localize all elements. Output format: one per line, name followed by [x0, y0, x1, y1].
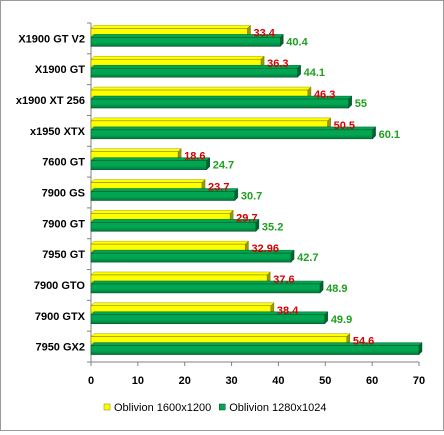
bar-7900-gto-series-2-end — [319, 280, 324, 294]
value-label-7950-gt-series-2: 42.7 — [297, 252, 318, 264]
category-label-7950-gx2: 7950 GX2 — [35, 342, 85, 354]
bar-7950-gt-series-1-top — [90, 240, 249, 245]
bar-7600-gt-series-2-end — [206, 157, 210, 171]
bar-7900-gtx-series-2-end — [324, 311, 329, 325]
bar-x1950-xtx-series-2 — [90, 129, 373, 140]
value-label-7600-gt-series-2: 24.7 — [213, 160, 234, 172]
value-label-7900-gs-series-2: 30.7 — [241, 191, 262, 203]
value-label-7900-gtx-series-1: 38.4 — [277, 305, 299, 317]
bar-x1950-xtx-series-1-top — [90, 117, 332, 122]
legend-swatch-2 — [219, 403, 226, 411]
bar-x1950-xtx-series-2-end — [372, 126, 376, 140]
bar-7900-gs-series-1-top — [90, 179, 206, 183]
bar-7600-gt-series-1-top — [90, 148, 182, 152]
bar-x1900-gt-series-1-top — [90, 56, 265, 60]
bar-x1900-gt-v2-series-1-top — [90, 25, 251, 29]
value-label-7950-gx2-series-1: 54.6 — [353, 336, 374, 348]
category-label-7900-gt: 7900 GT — [42, 218, 85, 230]
category-label-x1900-gt: X1900 GT — [35, 64, 85, 76]
x-tick-label-0: 0 — [88, 375, 94, 387]
bar-x1900-xt-256-series-1-top — [90, 86, 312, 91]
bar-x1900-gt-series-2-end — [297, 64, 301, 78]
value-label-7900-gs-series-1: 23.7 — [208, 182, 229, 194]
bar-7900-gt-series-2 — [90, 222, 257, 232]
bar-7950-gx2-series-1-top — [90, 333, 351, 337]
bars-layer — [90, 24, 423, 356]
bar-7900-gt-series-2-top — [90, 219, 260, 223]
category-label-7900-gs: 7900 GS — [42, 188, 85, 200]
bar-7950-gx2-series-2-end — [418, 342, 423, 356]
category-label-7950-gt: 7950 GT — [42, 249, 85, 261]
value-label-x1900-gt-series-1: 36.3 — [267, 58, 288, 70]
bar-7900-gtx-series-1-top — [90, 302, 275, 306]
value-label-x1900-xt-256-series-2: 55 — [355, 98, 367, 110]
x-tick-label-30: 30 — [225, 375, 237, 387]
value-label-x1900-gt-v2-series-2: 40.4 — [286, 36, 308, 48]
category-label-x1950-xtx: x1950 XTX — [30, 126, 86, 138]
legend: Oblivion 1600x1200 Oblivion 1280x1024 — [103, 402, 327, 414]
x-tick-label-60: 60 — [366, 375, 378, 387]
value-label-7900-gto-series-1: 37.6 — [273, 274, 294, 286]
value-label-x1900-gt-v2-series-1: 33.4 — [254, 27, 276, 39]
bar-7950-gt-series-2-end — [290, 249, 295, 263]
bar-7900-gt-series-1-top — [90, 210, 234, 214]
bar-7900-gt-series-2-end — [255, 218, 260, 232]
bar-x1900-gt-v2-series-2 — [90, 37, 281, 47]
value-label-x1900-gt-series-2: 44.1 — [304, 67, 325, 79]
bar-x1900-xt-256-series-2-end — [348, 95, 352, 109]
value-label-x1950-xtx-series-2: 60.1 — [379, 129, 400, 141]
legend-swatch-1 — [103, 403, 111, 411]
axes-layer: 0 10 20 30 40 50 60 70 X1900 GT V2 X1900 GT x1900 … — [16, 22, 425, 387]
category-label-7900-gtx: 7900 GTX — [35, 311, 86, 323]
bar-x1900-xt-256-series-2-top — [90, 95, 353, 100]
category-label-x1900-xt-256: x1900 XT 256 — [16, 95, 85, 107]
x-tick-label-70: 70 — [413, 375, 425, 387]
category-label-x1900-gt-v2: X1900 GT V2 — [18, 33, 85, 45]
value-label-x1950-xtx-series-1: 50.5 — [334, 120, 355, 132]
value-label-7900-gto-series-2: 48.9 — [326, 283, 347, 295]
category-label-7900-gto: 7900 GTO — [34, 280, 86, 292]
bar-7900-gto-series-1-top — [90, 271, 271, 276]
value-label-7900-gt-series-1: 29.7 — [236, 212, 257, 224]
x-tick-label-50: 50 — [319, 375, 331, 387]
value-label-7900-gt-series-2: 35.2 — [262, 221, 283, 233]
bar-7900-gs-series-2-end — [234, 188, 239, 201]
x-tick-label-20: 20 — [179, 375, 191, 387]
bar-x1900-gt-v2-series-2-end — [280, 33, 284, 47]
legend-label-1: Oblivion 1600x1200 — [114, 402, 211, 414]
value-label-7900-gtx-series-2: 49.9 — [331, 314, 352, 326]
bar-x1900-xt-256-series-2 — [90, 98, 349, 109]
x-tick-label-10: 10 — [132, 375, 144, 387]
value-label-x1900-xt-256-series-1: 46.3 — [314, 89, 335, 101]
value-label-7600-gt-series-1: 18.6 — [184, 151, 205, 163]
category-label-7600-gt: 7600 GT — [42, 157, 85, 169]
legend-label-2: Oblivion 1280x1024 — [229, 402, 326, 414]
value-label-7950-gt-series-1: 32.96 — [251, 243, 279, 255]
x-tick-label-40: 40 — [272, 375, 284, 387]
